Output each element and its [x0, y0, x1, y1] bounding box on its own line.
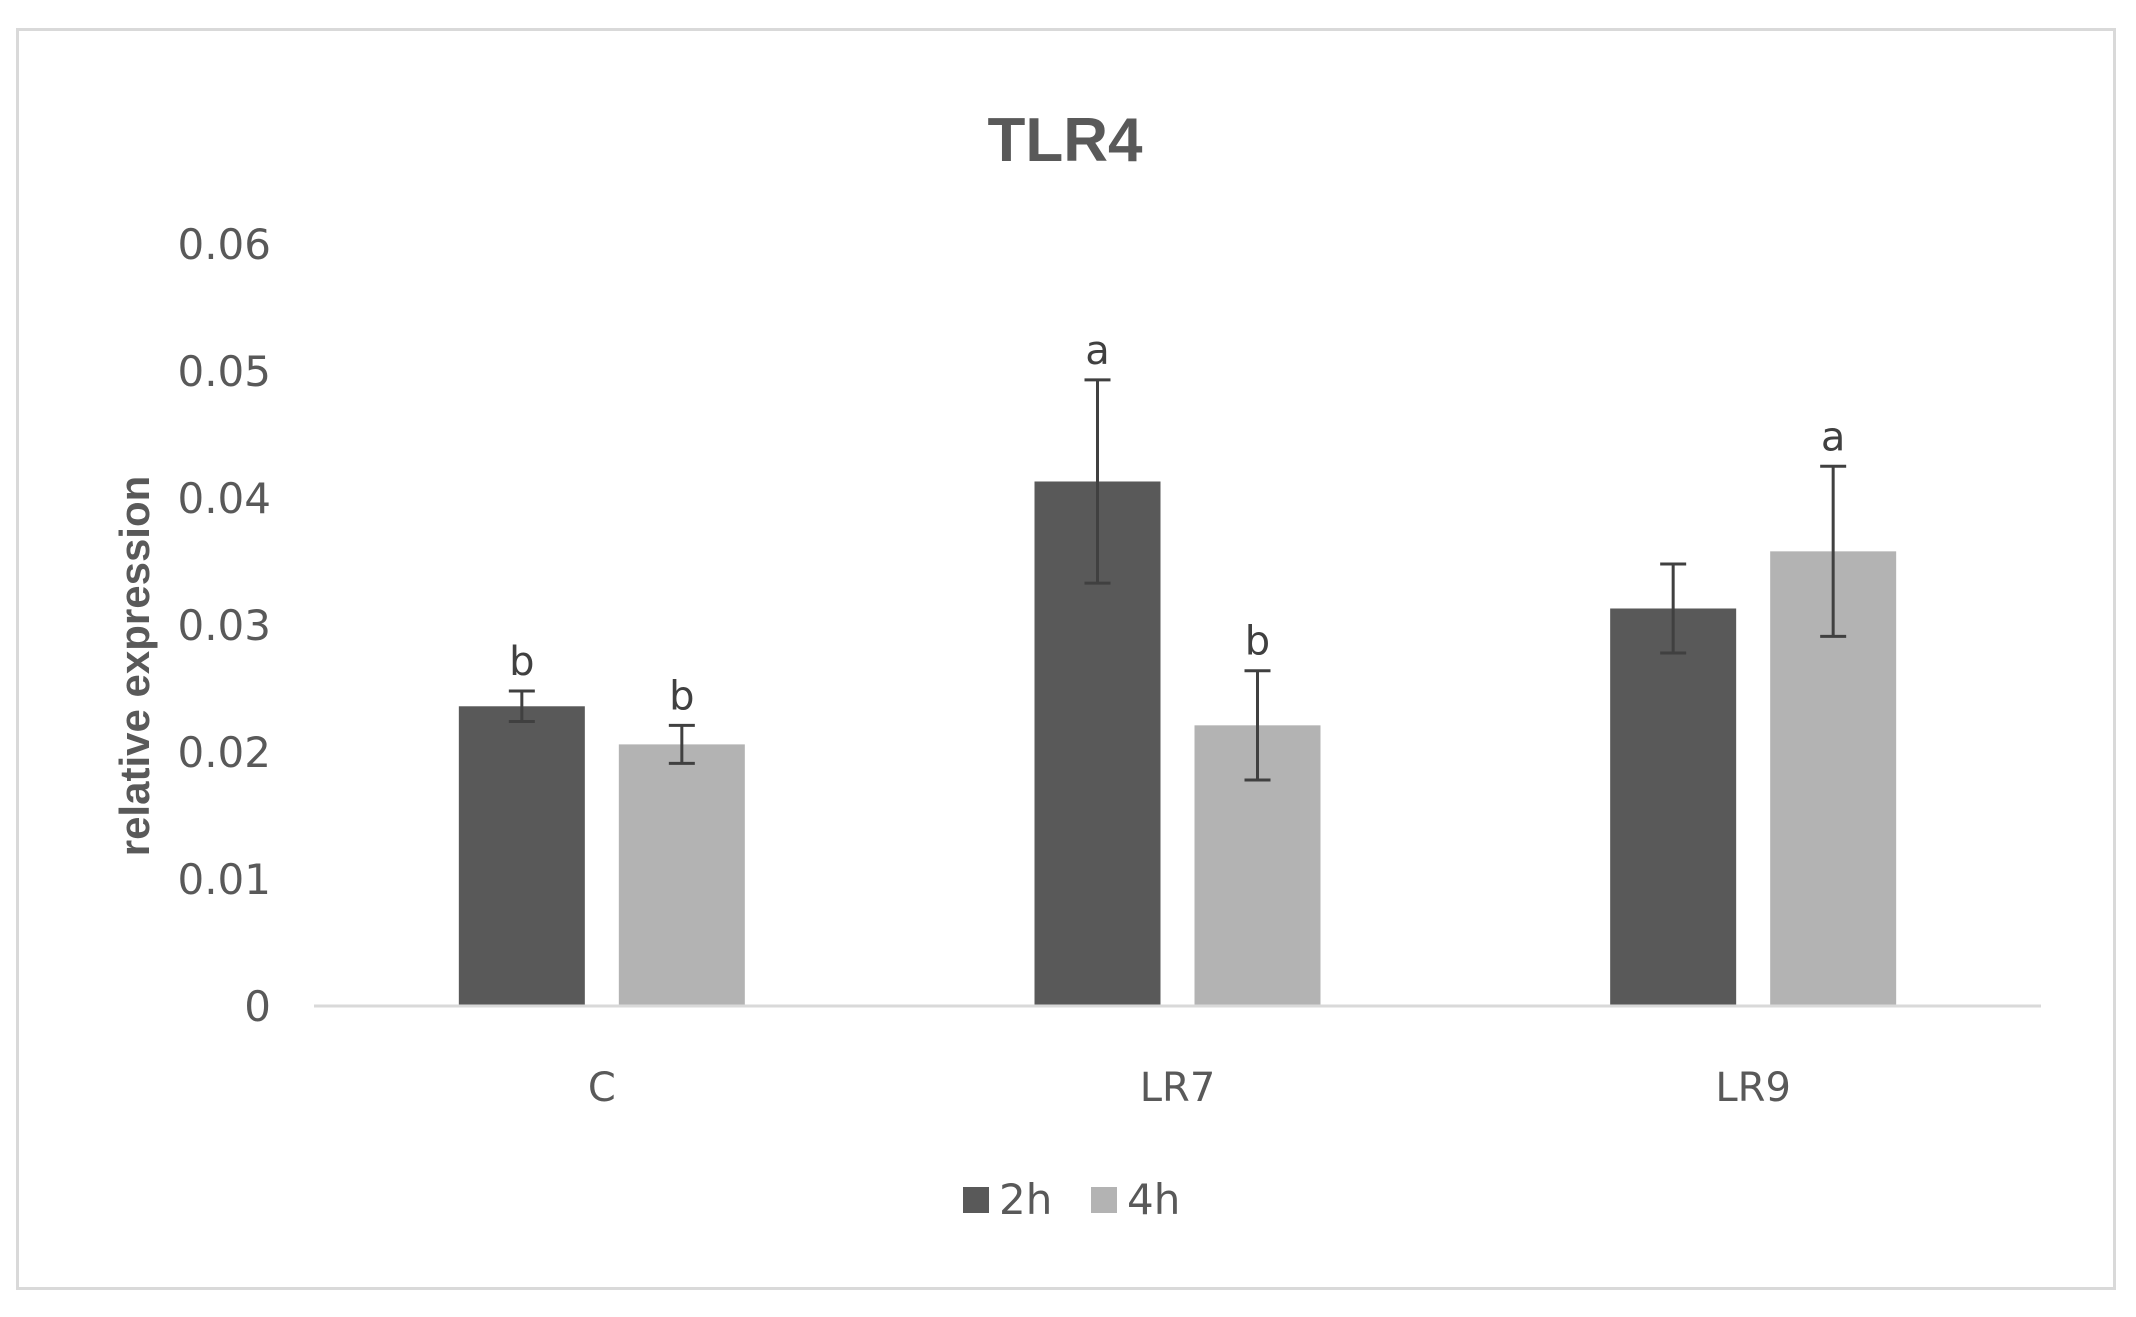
significance-labels: b b a b a: [509, 328, 1845, 719]
x-category-labels: C LR7 LR9: [588, 1065, 1791, 1111]
bar-2h: [458, 706, 585, 1006]
y-tick-label: 0.05: [177, 347, 271, 396]
bars: [458, 481, 1897, 1006]
significance-label: a: [1085, 328, 1110, 374]
legend-label-2h: 2h: [999, 1175, 1052, 1224]
y-tick-label: 0.03: [177, 601, 271, 650]
y-tick-label: 0.06: [177, 220, 271, 269]
y-axis-label: relative expression: [111, 476, 158, 857]
chart-title: TLR4: [988, 106, 1144, 175]
y-tick-label: 0: [244, 982, 271, 1031]
chart-frame: TLR4 relative expression 0 0.01 0.02 0.03 0.…: [16, 28, 2116, 1290]
bar-4h: [618, 744, 745, 1006]
significance-label: a: [1821, 414, 1846, 460]
x-category-label: C: [588, 1065, 616, 1111]
bar-2h: [1610, 608, 1737, 1006]
legend-label-4h: 4h: [1127, 1175, 1180, 1224]
significance-label: b: [509, 639, 534, 685]
y-tick-label: 0.04: [177, 474, 271, 523]
bar-chart: TLR4 relative expression 0 0.01 0.02 0.03 0.…: [111, 106, 2041, 1224]
significance-label: b: [669, 673, 694, 719]
x-category-label: LR9: [1715, 1065, 1791, 1111]
significance-label: b: [1245, 619, 1270, 665]
y-tick-label: 0.02: [177, 728, 271, 777]
y-tick-label: 0.01: [177, 855, 271, 904]
x-category-label: LR7: [1140, 1065, 1216, 1111]
error-bars: [508, 378, 1847, 782]
legend: 2h 4h: [963, 1175, 1180, 1224]
y-tick-labels: 0 0.01 0.02 0.03 0.04 0.05 0.06: [177, 220, 271, 1031]
legend-swatch-2h: [963, 1187, 989, 1213]
legend-swatch-4h: [1091, 1187, 1117, 1213]
